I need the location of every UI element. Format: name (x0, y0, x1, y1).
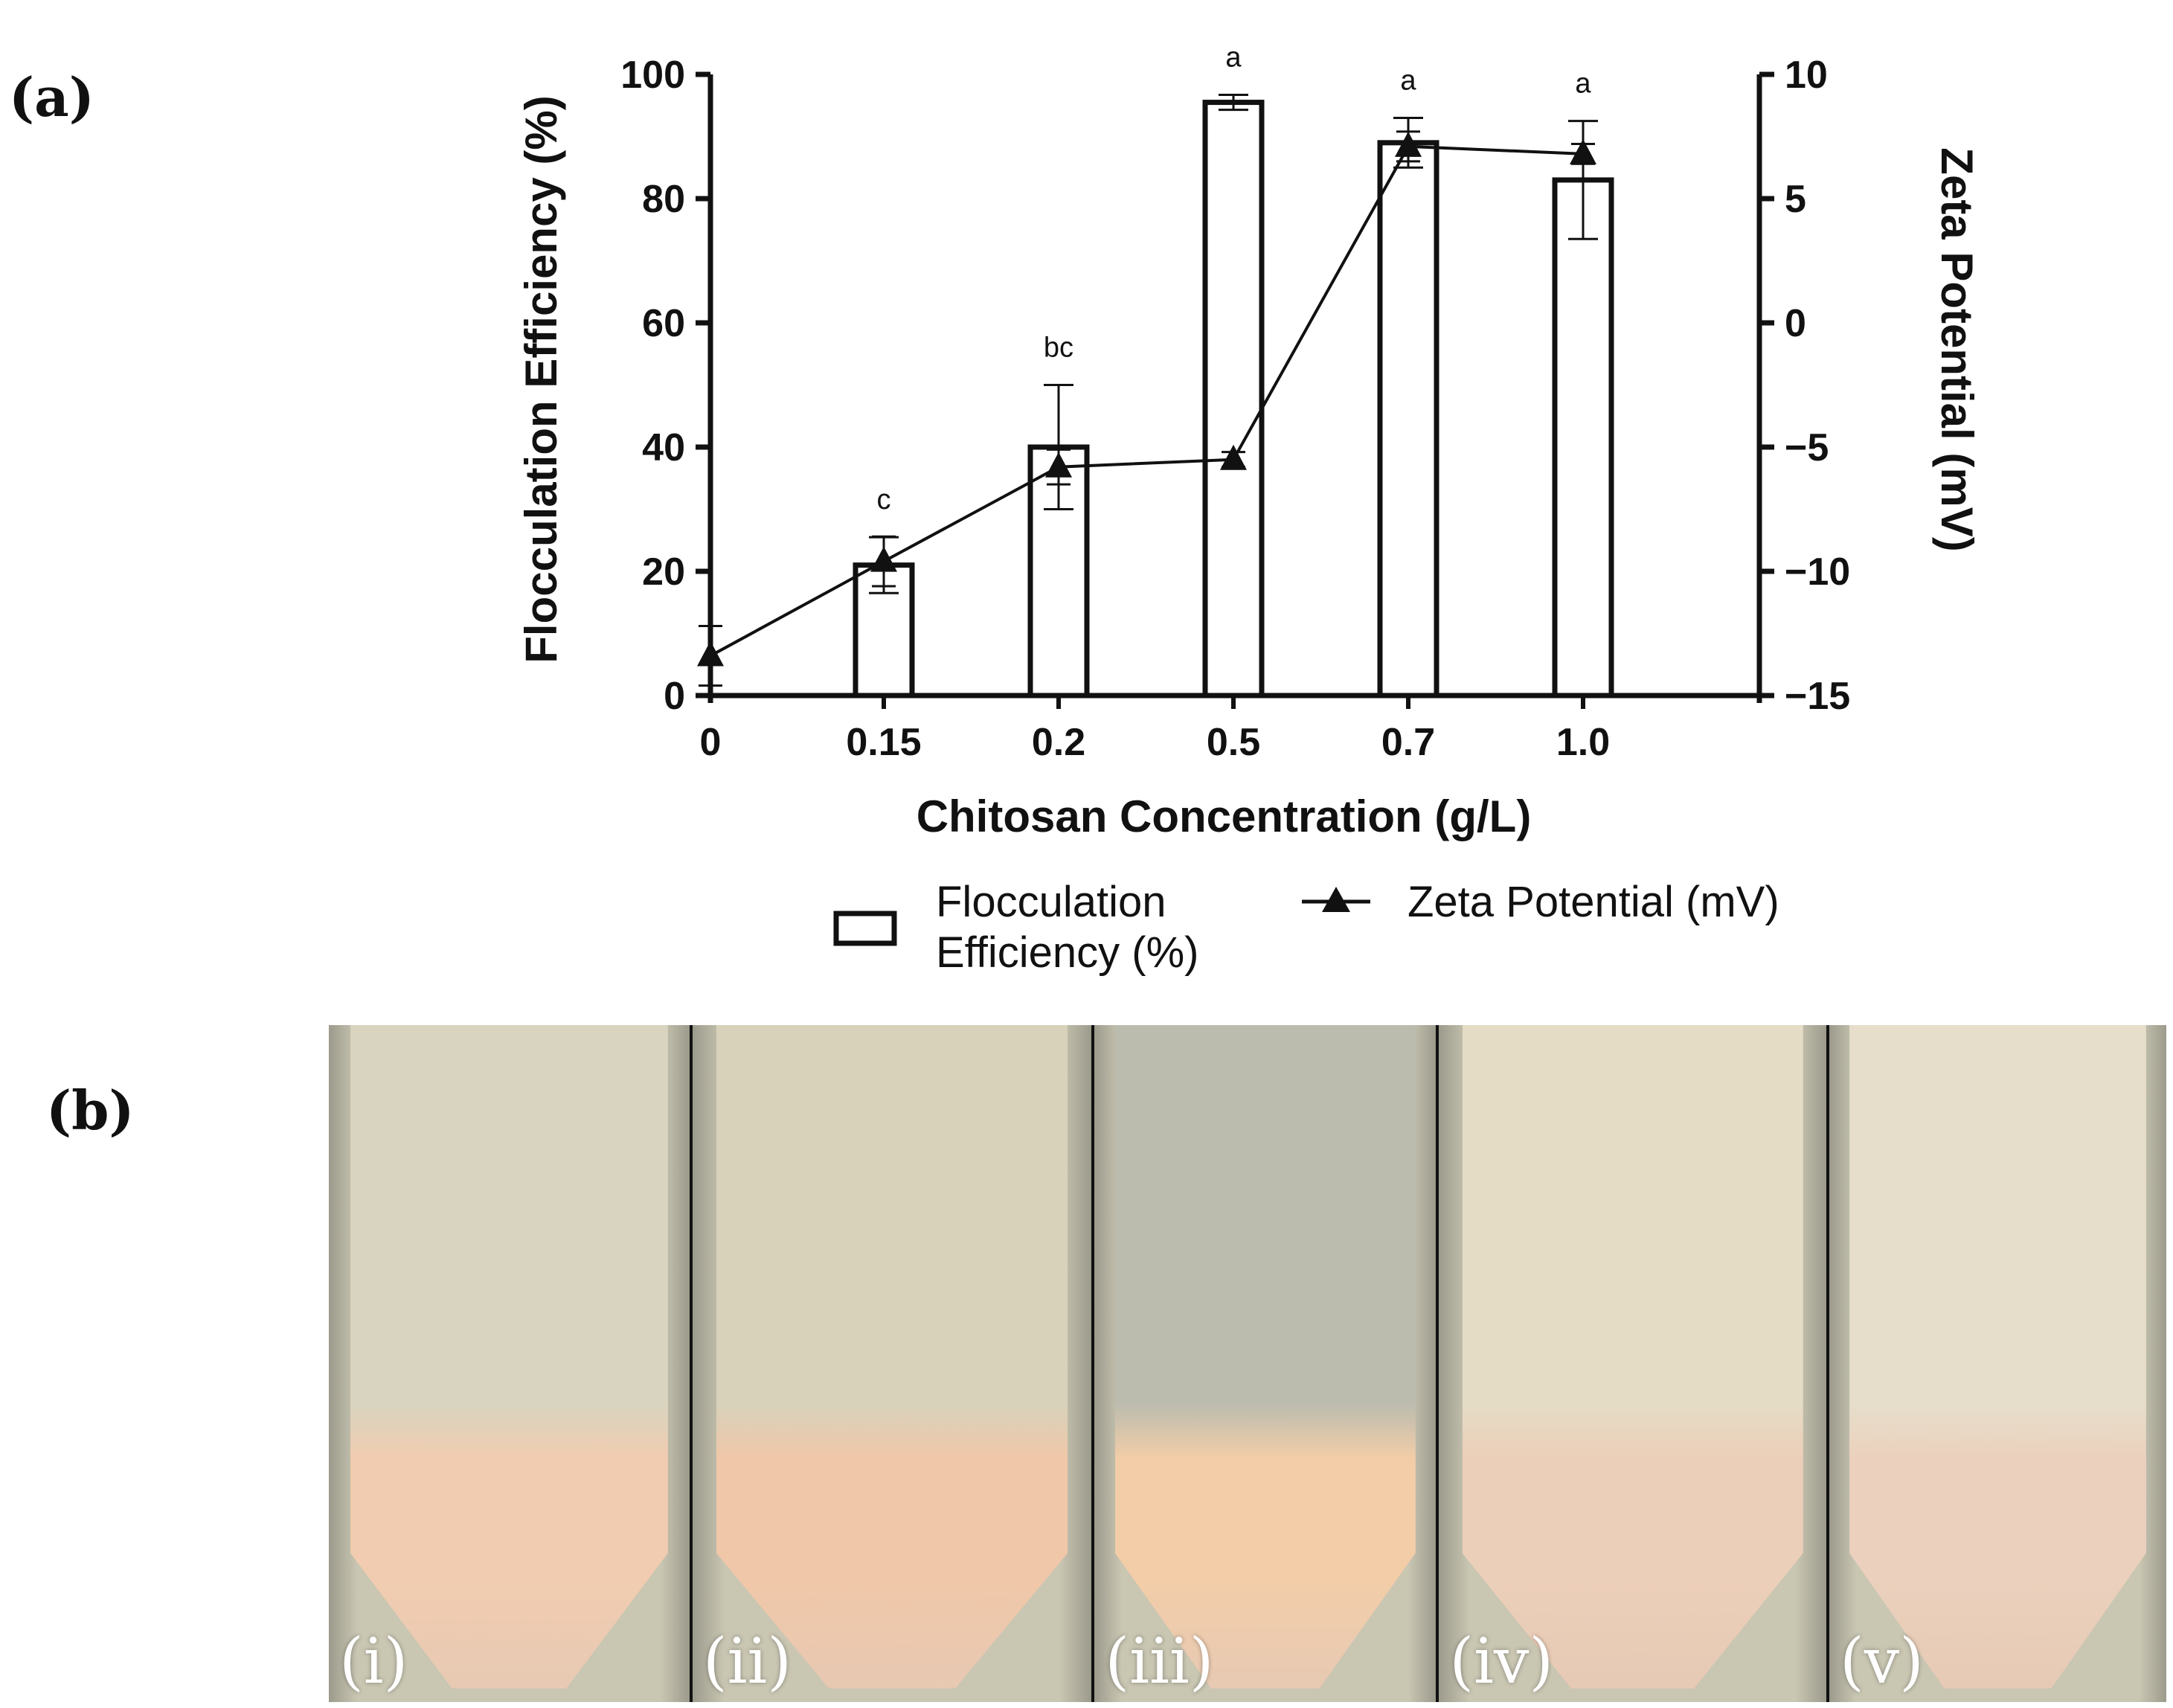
bar-flocculation (1377, 140, 1439, 699)
tube-photo: (iv) (1439, 1025, 1829, 1702)
significance-label: a (1400, 65, 1416, 96)
tube-photo-label: (v) (1839, 1625, 1924, 1698)
y2-tick-label: −5 (1785, 426, 1829, 469)
significance-label: a (1225, 42, 1242, 74)
x-tick-label: 0.2 (1032, 721, 1085, 764)
tube-photo: (v) (1829, 1025, 2166, 1702)
zeta-point (697, 640, 724, 667)
legend-bar-label-line1: Flocculation (936, 878, 1166, 926)
y2-tick-label: 0 (1785, 302, 1806, 345)
tube-liquid (716, 1025, 1068, 1689)
tube-photo-label: (iii) (1105, 1625, 1214, 1698)
x-tick-label: 1.0 (1556, 721, 1610, 764)
legend-bar-swatch (833, 911, 897, 946)
panel-b-label: (b) (46, 1079, 135, 1142)
tube-liquid (1462, 1025, 1803, 1689)
y-axis-title: Flocculation Efficiency (%) (516, 95, 566, 663)
tube-liquid (1114, 1025, 1416, 1689)
tube-photo: (i) (329, 1025, 693, 1702)
zeta-point (1220, 444, 1247, 470)
y-tick-label: 60 (642, 302, 685, 345)
zeta-point (1570, 138, 1596, 164)
significance-label: a (1575, 68, 1591, 100)
y-tick-label: 100 (620, 54, 685, 97)
bar-flocculation (1202, 100, 1265, 699)
x-tick-label: 0.7 (1381, 721, 1435, 764)
tube-photo-strip: (i) (ii) (iii) (iv) (v) (329, 1025, 2166, 1702)
y-tick-label: 80 (642, 178, 685, 221)
legend-line-label: Zeta Potential (mV) (1408, 878, 1779, 926)
y2-tick-label: −10 (1785, 550, 1850, 594)
tube-photo: (ii) (692, 1025, 1095, 1702)
y2-tick-label: 10 (1785, 54, 1828, 97)
panel-a-label: (a) (9, 65, 94, 129)
tube-liquid (350, 1025, 668, 1689)
zeta-point (1045, 452, 1072, 478)
y-tick-label: 0 (664, 675, 685, 718)
y2-tick-label: −15 (1785, 675, 1850, 718)
significance-label: bc (1044, 333, 1073, 364)
x-axis-title: Chitosan Concentration (g/L) (917, 792, 1532, 841)
zeta-point (870, 546, 897, 572)
y-tick-label: 40 (642, 426, 685, 469)
y-tick-label: 20 (642, 550, 685, 594)
tube-photo-label: (i) (339, 1625, 408, 1698)
zeta-line (710, 144, 1584, 658)
tube-photo-label: (iv) (1449, 1625, 1554, 1698)
y2-axis-title: Zeta Potential (mV) (1932, 147, 1982, 551)
significance-label: c (877, 484, 891, 516)
legend-bar-label-line2: Efficiency (%) (936, 928, 1198, 977)
tube-liquid (1849, 1025, 2146, 1689)
x-tick-label: 0.15 (846, 721, 921, 764)
legend-line-marker (1322, 887, 1350, 912)
legend: Flocculation Efficiency (%) Zeta Potenti… (833, 878, 1779, 977)
y2-tick-label: 5 (1785, 178, 1806, 221)
zeta-point (1395, 131, 1422, 157)
x-tick-label: 0 (700, 721, 722, 764)
bar-flocculation (1552, 177, 1614, 699)
x-tick-label: 0.5 (1207, 721, 1260, 764)
tube-photo: (iii) (1094, 1025, 1439, 1702)
tube-photo-label: (ii) (702, 1625, 792, 1698)
